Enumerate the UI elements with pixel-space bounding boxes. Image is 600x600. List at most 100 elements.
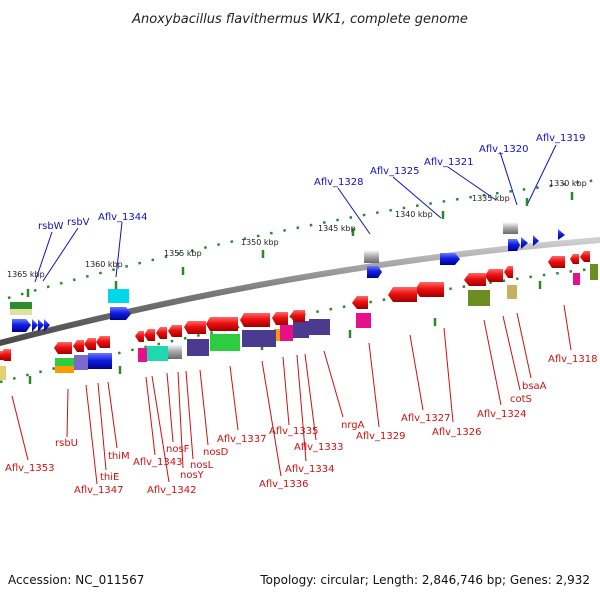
gene-label-rsbu[interactable]: rsbU [55, 438, 78, 449]
scale-label-1365: 1365 kbp [7, 270, 45, 279]
gene-label-aflv-1336[interactable]: Aflv_1336 [259, 479, 309, 490]
gene-reverse [504, 266, 513, 278]
gene-misc [10, 309, 32, 315]
gene-reverse [570, 254, 579, 264]
gene-misc [108, 289, 129, 303]
gene-label-aflv-1327[interactable]: Aflv_1327 [401, 413, 451, 424]
gene-misc [468, 290, 490, 306]
gene-forward [110, 307, 131, 320]
gene-reverse [590, 264, 598, 280]
scale-label-1350: 1350 kbp [241, 238, 279, 247]
gene-misc [0, 366, 6, 380]
gene-label-aflv-1324[interactable]: Aflv_1324 [477, 409, 527, 420]
reverse-genes [0, 251, 598, 380]
gene-reverse [168, 325, 182, 337]
gene-label-aflv-1334[interactable]: Aflv_1334 [285, 464, 335, 475]
gene-misc [242, 330, 276, 347]
gene-misc [280, 325, 293, 341]
gene-reverse [290, 310, 305, 322]
gene-reverse [485, 269, 503, 282]
gene-reverse [0, 351, 3, 360]
gene-reverse [73, 340, 84, 352]
gene-reverse [184, 321, 206, 334]
scale-label-1355: 1355 kbp [164, 249, 202, 258]
map-title: Anoxybacillus flavithermus WK1, complete… [131, 12, 468, 27]
gene-misc [293, 321, 309, 338]
gene-reverse [240, 313, 270, 327]
gene-label-aflv-1335[interactable]: Aflv_1335 [269, 426, 319, 437]
gene-label-thim[interactable]: thiM [108, 451, 130, 462]
gene-label-aflv-1342[interactable]: Aflv_1342 [147, 485, 197, 496]
gene-forward [32, 319, 38, 332]
gene-label-aflv-1347[interactable]: Aflv_1347 [74, 485, 124, 496]
gene-forward [38, 319, 44, 332]
gene-label-aflv-1328[interactable]: Aflv_1328 [314, 177, 364, 188]
gene-label-aflv-1325[interactable]: Aflv_1325 [370, 166, 420, 177]
scale-label-1335: 1335 kbp [472, 194, 510, 203]
gene-misc [210, 334, 240, 351]
gene-misc [507, 285, 517, 299]
gene-label-aflv-1343[interactable]: Aflv_1343 [133, 457, 183, 468]
gene-label-aflv-1333[interactable]: Aflv_1333 [294, 442, 344, 453]
gene-reverse [84, 338, 96, 350]
gene-reverse [415, 282, 444, 297]
gene-label-thie[interactable]: thiE [100, 472, 119, 483]
scale-label-1340: 1340 kbp [395, 210, 433, 219]
gene-forward [533, 235, 539, 246]
gene-forward [12, 319, 31, 332]
gene-label-nosf[interactable]: nosF [166, 444, 190, 455]
gene-reverse [548, 256, 565, 268]
gene-misc [356, 313, 371, 328]
scale-label-1360: 1360 kbp [85, 260, 123, 269]
gene-misc [74, 355, 88, 370]
gene-label-aflv-1326[interactable]: Aflv_1326 [432, 427, 482, 438]
gene-reverse [135, 331, 144, 342]
scale-label-1345: 1345 kbp [318, 224, 356, 233]
top-label-leaders [34, 144, 557, 283]
gene-label-aflv-1353[interactable]: Aflv_1353 [5, 463, 55, 474]
gene-misc [55, 358, 74, 366]
gene-misc [364, 250, 379, 263]
gene-reverse [272, 312, 288, 325]
gene-reverse [156, 327, 167, 339]
gene-label-rsbv[interactable]: rsbV [67, 217, 90, 228]
gene-forward [440, 253, 460, 265]
gene-misc [309, 319, 330, 335]
gene-forward [521, 237, 528, 249]
gene-label-nosl[interactable]: nosL [190, 460, 214, 471]
gene-label-aflv-1318[interactable]: Aflv_1318 [548, 354, 598, 365]
gene-misc [168, 344, 182, 359]
gene-misc [10, 302, 32, 309]
gene-label-aflv-1319[interactable]: Aflv_1319 [536, 133, 586, 144]
gene-label-aflv-1337[interactable]: Aflv_1337 [217, 434, 267, 445]
genome-summary: Topology: circular; Length: 2,846,746 bp… [260, 573, 590, 587]
gene-misc [55, 366, 74, 373]
gene-forward [558, 229, 565, 240]
gene-misc [187, 339, 209, 356]
gene-reverse [96, 336, 110, 348]
gene-reverse [580, 251, 590, 262]
gene-reverse [54, 342, 72, 354]
scale-label-1330: 1330 kbp [549, 179, 587, 188]
gene-label-nosd[interactable]: nosD [203, 447, 229, 458]
gene-label-nrga[interactable]: nrgA [341, 420, 365, 431]
gene-label-aflv-1344[interactable]: Aflv_1344 [98, 212, 148, 223]
gene-forward [44, 319, 50, 332]
gene-misc [88, 353, 112, 369]
gene-misc [573, 273, 580, 285]
gene-reverse [206, 317, 238, 331]
gene-label-bsaa[interactable]: bsaA [522, 381, 547, 392]
gene-label-cots[interactable]: cotS [510, 394, 532, 405]
gene-label-aflv-1321[interactable]: Aflv_1321 [424, 157, 474, 168]
accession-label: Accession: NC_011567 [8, 573, 145, 587]
gene-reverse [388, 287, 417, 302]
gene-misc [138, 348, 147, 362]
gene-label-rsbw[interactable]: rsbW [38, 221, 64, 232]
bottom-label-leaders [11, 304, 572, 485]
gene-label-aflv-1320[interactable]: Aflv_1320 [479, 144, 529, 155]
gene-label-nosy[interactable]: nosY [180, 470, 205, 481]
forward-genes [10, 222, 565, 332]
gene-reverse [144, 329, 155, 341]
gene-label-aflv-1329[interactable]: Aflv_1329 [356, 431, 406, 442]
